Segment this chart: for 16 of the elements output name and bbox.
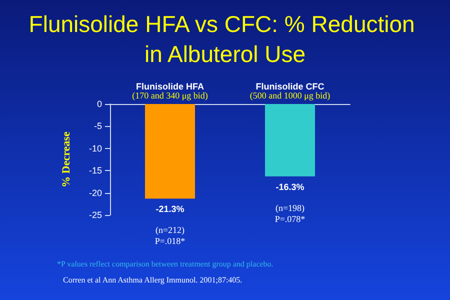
- text: *P values reflect comparison between treatment group and placebo.: [57, 260, 274, 268]
- chart-title: Flunisolide HFA vs CFC: % Reduction in Albuterol Use: [28, 11, 422, 67]
- data-label: -16.3%: [276, 182, 304, 192]
- y-tick-label: 0: [96, 99, 102, 109]
- y-tick-label: -20: [88, 188, 102, 198]
- x-tick-label: Flunisolide CFC (500 and 1000 μg bid): [250, 82, 330, 100]
- x-tick-label: Flunisolide HFA (170 and 340 μg bid): [132, 82, 208, 100]
- annotation: (n=198) P=.078*: [274, 202, 306, 224]
- text: (n=212) P=.018*: [154, 225, 186, 246]
- y-tick-label: -25: [88, 210, 102, 220]
- y-tick-label: -5: [94, 121, 102, 132]
- y-tick-label: -15: [88, 166, 102, 176]
- text: Corren et al Ann Asthma Allerg Immunol. 2001;87:405.: [63, 276, 242, 284]
- y-tick-label: -10: [88, 143, 102, 154]
- data-label: -21.3%: [156, 204, 184, 214]
- y-axis-title: % Decrease: [60, 132, 72, 188]
